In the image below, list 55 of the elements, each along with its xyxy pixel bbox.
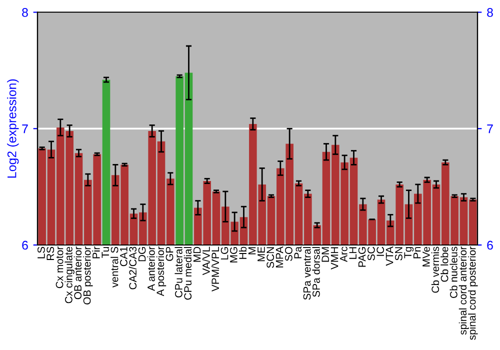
x-tick-label: CPu lateral <box>174 247 182 298</box>
x-tick-label: MG <box>230 247 238 262</box>
x-tick-label: DG <box>138 247 146 262</box>
x-tick-label: MPA <box>276 246 284 268</box>
x-tick-label: LH <box>349 247 356 259</box>
x-tick-label: RS <box>46 246 54 260</box>
y-tick-label: 8 <box>22 8 28 17</box>
x-tick-label: VPM/VPL <box>211 246 220 292</box>
y2-tick-label: 7 <box>487 124 493 134</box>
y-tick-label: 6 <box>22 240 28 250</box>
x-tick-label: SPa ventral <box>303 247 311 300</box>
x-tick-label: ME <box>258 246 265 262</box>
x-tick-label: Cx motor <box>56 246 64 288</box>
x-tick-label: CPu medial <box>184 247 192 300</box>
x-tick-label: LG <box>220 247 228 260</box>
x-tick-label: VTA <box>386 246 394 266</box>
x-tick-label: Tg <box>404 247 414 258</box>
x-tick-label: Hb <box>238 246 247 259</box>
x-tick-label: OB posterior <box>83 246 93 304</box>
x-tick-label: Pa <box>294 246 302 258</box>
x-tick-label: VMH <box>330 247 338 270</box>
x-tick-label: SN <box>395 247 402 260</box>
x-tick-label: VA/VL <box>202 246 210 276</box>
x-tick-label: MVe <box>422 246 430 266</box>
x-tick-label: M <box>248 247 256 254</box>
x-tick-label: Pir <box>92 246 100 258</box>
x-tick-label: spinal cord anterior <box>458 246 469 335</box>
x-tick-label: PAG <box>358 247 366 267</box>
x-tick-label: MD <box>193 246 201 262</box>
x-tick-label: A anterior <box>147 246 155 291</box>
x-tick-label: SC <box>368 246 375 260</box>
x-tick-label: CA2/CA3 <box>128 246 137 290</box>
x-tick-label: spinal cord posterior <box>468 246 478 340</box>
x-tick-label: DM <box>322 247 329 262</box>
y2-tick-label: 6 <box>487 240 493 250</box>
x-tick-label: Cb vermis <box>431 246 440 293</box>
x-tick-label: SPa dorsal <box>312 247 320 297</box>
x-tick-label: Pn <box>413 247 421 258</box>
x-tick-label: SO <box>285 246 292 261</box>
x-tick-label: IC <box>376 246 384 256</box>
x-tick-label: LS <box>38 246 45 258</box>
x-tick-label: A posterior <box>156 246 166 296</box>
y-axis-title: Log2 (expression) <box>7 79 19 178</box>
x-tick-label: GP <box>166 246 174 261</box>
x-tick-label: ventral S <box>110 246 118 288</box>
x-tick-label: Arc <box>340 246 348 262</box>
x-tick-label: OB anterior <box>74 246 82 300</box>
x-tick-label: SCN <box>266 247 274 268</box>
y2-tick-label: 8 <box>487 8 493 17</box>
x-tick-label: Cb lobe <box>440 246 448 282</box>
x-tick-label: Tu <box>102 247 110 258</box>
y-tick-label: 7 <box>22 124 28 134</box>
x-tick-label: CA1 <box>120 246 128 266</box>
x-tick-label: Cb nucleus <box>450 246 458 298</box>
x-tick-label: Cx cingulate <box>64 246 74 304</box>
